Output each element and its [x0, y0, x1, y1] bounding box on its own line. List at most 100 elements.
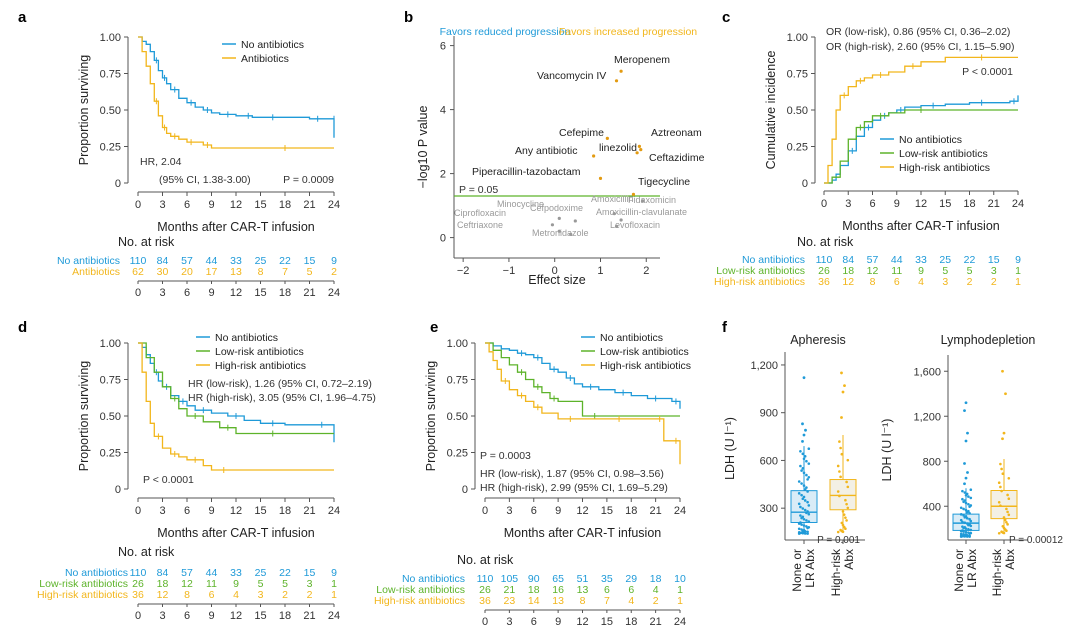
risk-tick-label: 21	[303, 610, 315, 622]
y-axis-title: Cumulative incidence	[764, 51, 778, 170]
annotation: HR (low-risk), 1.26 (95% CI, 0.72–2.19)	[188, 378, 372, 390]
x-tick-label: 15	[254, 505, 266, 517]
outlier-point	[963, 482, 966, 486]
risk-value: 1	[677, 584, 683, 596]
x-tick-label: 15	[601, 505, 613, 517]
x-tick-label: 24	[328, 199, 340, 211]
point-label: Fidaxomicin	[628, 195, 676, 205]
risk-table-title: No. at risk	[118, 235, 175, 249]
data-point	[1006, 523, 1009, 526]
category-label: None or	[952, 549, 966, 592]
y-tick-label: 1,200	[750, 360, 778, 372]
data-point	[961, 489, 964, 493]
data-point	[962, 514, 965, 517]
risk-value: 12	[181, 578, 193, 590]
data-point	[959, 529, 963, 533]
data-point	[963, 533, 967, 537]
data-point	[802, 517, 806, 521]
x-tick-label: 18	[279, 505, 291, 517]
series-line	[485, 342, 681, 409]
outlier-point	[966, 471, 969, 474]
risk-value: 51	[577, 573, 589, 585]
x-tick-label: 21	[650, 505, 662, 517]
risk-value: 110	[477, 573, 494, 585]
risk-tick-label: 9	[208, 610, 214, 622]
box	[990, 490, 1018, 520]
data-point	[1006, 493, 1009, 497]
data-point	[598, 176, 603, 180]
risk-row-label: No antibiotics	[65, 567, 128, 579]
risk-tick-label: 21	[303, 287, 315, 299]
data-point	[807, 462, 811, 465]
data-point	[840, 521, 844, 525]
data-point	[800, 482, 803, 485]
outlier-point	[804, 428, 807, 432]
data-point	[844, 498, 847, 502]
x-axis-title: Months after CAR-T infusion	[157, 526, 315, 540]
data-point	[965, 516, 969, 520]
risk-tick-label: 18	[279, 610, 291, 622]
y-tick-label: 0.75	[100, 69, 121, 81]
risk-value: 9	[331, 567, 337, 579]
risk-value: 29	[625, 573, 637, 585]
data-point	[967, 495, 970, 498]
x-tick-label: 0	[821, 198, 827, 210]
risk-tick-label: 3	[506, 616, 512, 628]
risk-tick-label: 0	[135, 610, 141, 622]
outlier-point	[1002, 431, 1006, 435]
risk-value: 4	[653, 584, 659, 596]
y-tick-label: 1.00	[100, 338, 121, 350]
data-point	[961, 534, 964, 538]
risk-value: 14	[528, 595, 540, 607]
data-point	[801, 497, 805, 501]
legend-label: Low-risk antibiotics	[215, 346, 304, 358]
data-point	[836, 490, 840, 493]
data-point	[802, 484, 806, 487]
point-label: Metronidazole	[532, 228, 589, 238]
category-label: High-risk	[829, 548, 843, 596]
outlier-point	[964, 439, 968, 443]
risk-value: 15	[304, 567, 316, 579]
data-point	[805, 511, 808, 515]
data-point	[801, 467, 805, 470]
y-tick-label: 6	[440, 41, 446, 53]
data-point	[963, 521, 967, 525]
point-label: Minocycline	[497, 199, 544, 209]
data-point	[962, 526, 965, 530]
annotation: HR (high-risk), 3.05 (95% CI, 1.96–4.75)	[188, 392, 376, 404]
annotation: P = 0.0003	[480, 450, 531, 462]
data-point	[641, 199, 645, 203]
point-label: Aztreonam	[651, 127, 702, 139]
risk-row-label: No antibiotics	[742, 254, 805, 266]
data-point	[1001, 472, 1005, 476]
data-point	[1006, 510, 1009, 514]
header-reduced: Favors reduced progression	[440, 26, 571, 38]
risk-tick-label: 18	[625, 616, 637, 628]
annotation: HR (high-risk), 2.99 (95% CI, 1.69–5.29)	[480, 482, 668, 494]
data-point	[959, 506, 963, 510]
risk-value: 30	[157, 266, 169, 278]
data-point	[803, 532, 807, 535]
risk-value: 57	[181, 567, 193, 579]
data-point	[1005, 529, 1008, 532]
x-tick-label: 0	[552, 265, 558, 277]
data-point	[800, 493, 803, 497]
risk-value: 22	[279, 567, 291, 579]
risk-value: 8	[258, 266, 264, 278]
y-tick-label: 400	[923, 501, 941, 513]
risk-value: 2	[653, 595, 659, 607]
risk-value: 9	[1015, 254, 1021, 266]
point-label: linezolid	[599, 142, 637, 154]
data-point	[839, 446, 842, 450]
y-tick-label: 800	[923, 456, 941, 468]
risk-value: 21	[504, 584, 516, 596]
risk-value: 8	[580, 595, 586, 607]
panel-label: c	[722, 9, 730, 26]
data-point	[803, 508, 807, 512]
risk-value: 36	[818, 276, 830, 288]
risk-value: 57	[867, 254, 879, 266]
data-point	[845, 519, 848, 522]
series-line	[138, 36, 335, 138]
data-point	[803, 488, 807, 491]
